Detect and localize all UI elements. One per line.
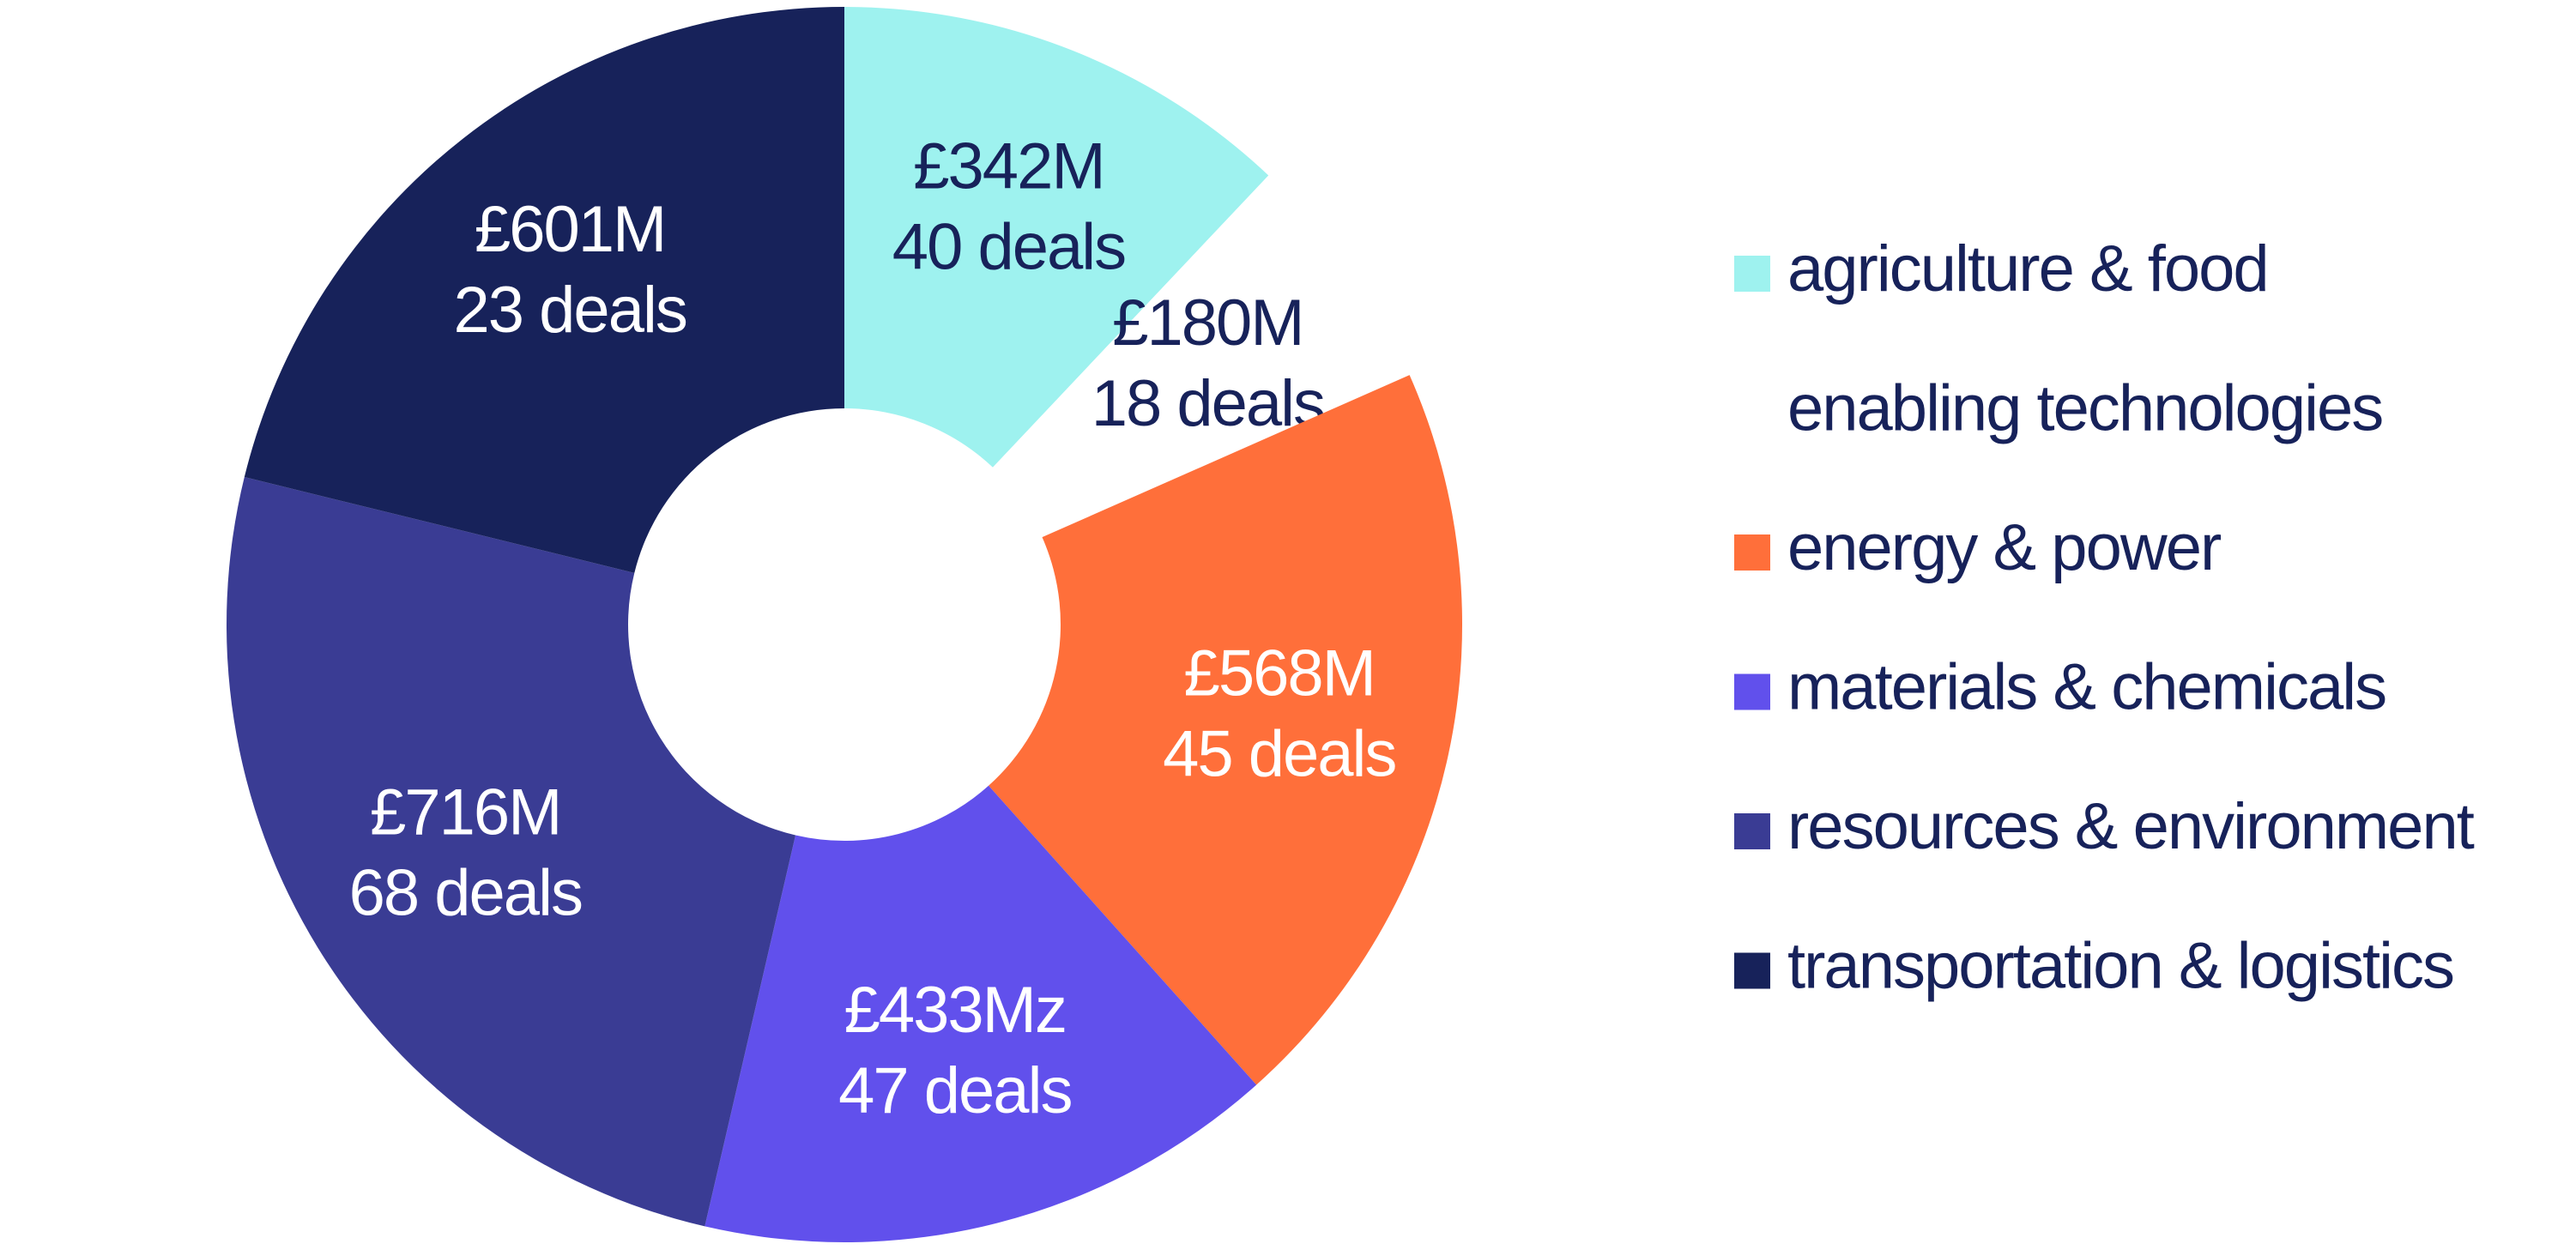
legend-label: agriculture & food xyxy=(1787,232,2268,305)
donut-segment xyxy=(227,477,796,1227)
segment-value-label: £433Mz xyxy=(844,974,1066,1047)
donut-segment xyxy=(844,7,1269,468)
segment-deals-label: 40 deals xyxy=(892,210,1125,283)
legend-swatch xyxy=(1734,256,1770,292)
segment-value-label: £180M xyxy=(1112,287,1303,359)
segment-deals-label: 18 deals xyxy=(1091,367,1324,440)
legend-label: transportation & logistics xyxy=(1787,930,2453,1003)
segment-deals-label: 23 deals xyxy=(454,274,686,347)
segment-value-label: £568M xyxy=(1184,637,1375,710)
legend-swatch xyxy=(1734,673,1770,710)
segment-deals-label: 45 deals xyxy=(1163,717,1395,790)
segment-deals-label: 68 deals xyxy=(349,856,582,929)
donut-segment xyxy=(989,375,1462,1085)
donut-segment xyxy=(704,785,1257,1242)
legend-swatch xyxy=(1734,813,1770,849)
legend-label: materials & chemicals xyxy=(1787,651,2386,724)
donut-segment xyxy=(244,7,845,573)
legend-label: resources & environment xyxy=(1787,790,2475,863)
legend-label: enabling technologies xyxy=(1787,372,2382,445)
legend-swatch xyxy=(1734,395,1770,432)
segment-deals-label: 47 deals xyxy=(838,1054,1071,1127)
legend-label: energy & power xyxy=(1787,511,2222,584)
legend-swatch xyxy=(1734,534,1770,571)
segment-value-label: £342M xyxy=(913,130,1104,202)
legend-swatch xyxy=(1734,952,1770,989)
segment-value-label: £716M xyxy=(370,776,560,848)
segment-value-label: £601M xyxy=(475,193,665,266)
donut-segment xyxy=(992,175,1410,538)
